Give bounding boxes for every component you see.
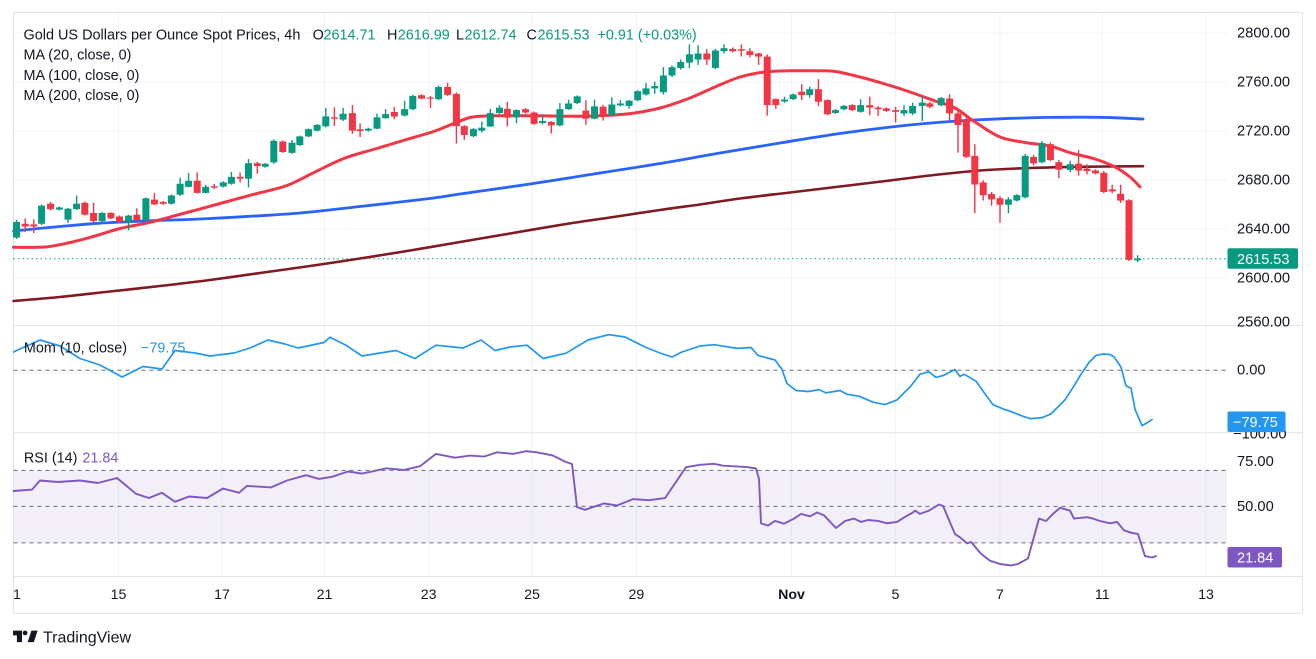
- svg-text:2600.00: 2600.00: [1237, 271, 1290, 287]
- svg-text:2560.00: 2560.00: [1237, 315, 1290, 331]
- svg-text:11: 11: [1095, 587, 1110, 603]
- svg-text:2800.00: 2800.00: [1237, 26, 1290, 42]
- svg-text:Gold US Dollars per Ounce Spot: Gold US Dollars per Ounce Spot Prices, 4…: [24, 28, 301, 44]
- svg-text:O: O: [313, 28, 324, 44]
- svg-text:MA (100, close, 0): MA (100, close, 0): [24, 68, 140, 84]
- svg-text:21.84: 21.84: [1237, 551, 1273, 567]
- svg-text:2612.74: 2612.74: [465, 28, 517, 44]
- svg-text:2760.00: 2760.00: [1237, 75, 1290, 91]
- svg-text:15: 15: [111, 587, 127, 603]
- svg-text:21: 21: [317, 587, 333, 603]
- svg-text:21.84: 21.84: [82, 451, 118, 467]
- svg-text:2616.99: 2616.99: [398, 28, 450, 44]
- svg-text:13: 13: [1198, 587, 1214, 603]
- svg-text:2615.53: 2615.53: [538, 28, 590, 44]
- svg-text:23: 23: [421, 587, 437, 603]
- svg-text:L: L: [456, 28, 464, 44]
- svg-text:2614.71: 2614.71: [324, 28, 376, 44]
- svg-text:29: 29: [629, 587, 645, 603]
- svg-text:−79.75: −79.75: [141, 341, 185, 357]
- svg-text:C: C: [527, 28, 537, 44]
- svg-text:Mom (10, close): Mom (10, close): [24, 341, 127, 357]
- svg-text:1: 1: [13, 587, 21, 603]
- svg-text:2720.00: 2720.00: [1237, 124, 1290, 140]
- svg-text:MA (200, close, 0): MA (200, close, 0): [24, 88, 140, 104]
- svg-text:7: 7: [996, 587, 1004, 603]
- svg-text:0.00: 0.00: [1237, 363, 1266, 379]
- svg-text:RSI (14): RSI (14): [24, 451, 78, 467]
- svg-text:Nov: Nov: [778, 587, 805, 603]
- svg-text:50.00: 50.00: [1237, 499, 1274, 515]
- svg-text:2640.00: 2640.00: [1237, 222, 1290, 238]
- svg-text:+0.91 (+0.03%): +0.91 (+0.03%): [598, 28, 697, 44]
- svg-text:−79.75: −79.75: [1233, 415, 1278, 431]
- svg-text:75.00: 75.00: [1237, 454, 1274, 470]
- svg-text:2680.00: 2680.00: [1237, 173, 1290, 189]
- svg-text:MA (20, close, 0): MA (20, close, 0): [24, 48, 132, 64]
- svg-text:25: 25: [524, 587, 540, 603]
- svg-text:5: 5: [891, 587, 899, 603]
- svg-text:H: H: [387, 28, 397, 44]
- svg-text:17: 17: [214, 587, 230, 603]
- svg-text:TradingView: TradingView: [43, 630, 131, 647]
- svg-text:2615.53: 2615.53: [1237, 252, 1289, 268]
